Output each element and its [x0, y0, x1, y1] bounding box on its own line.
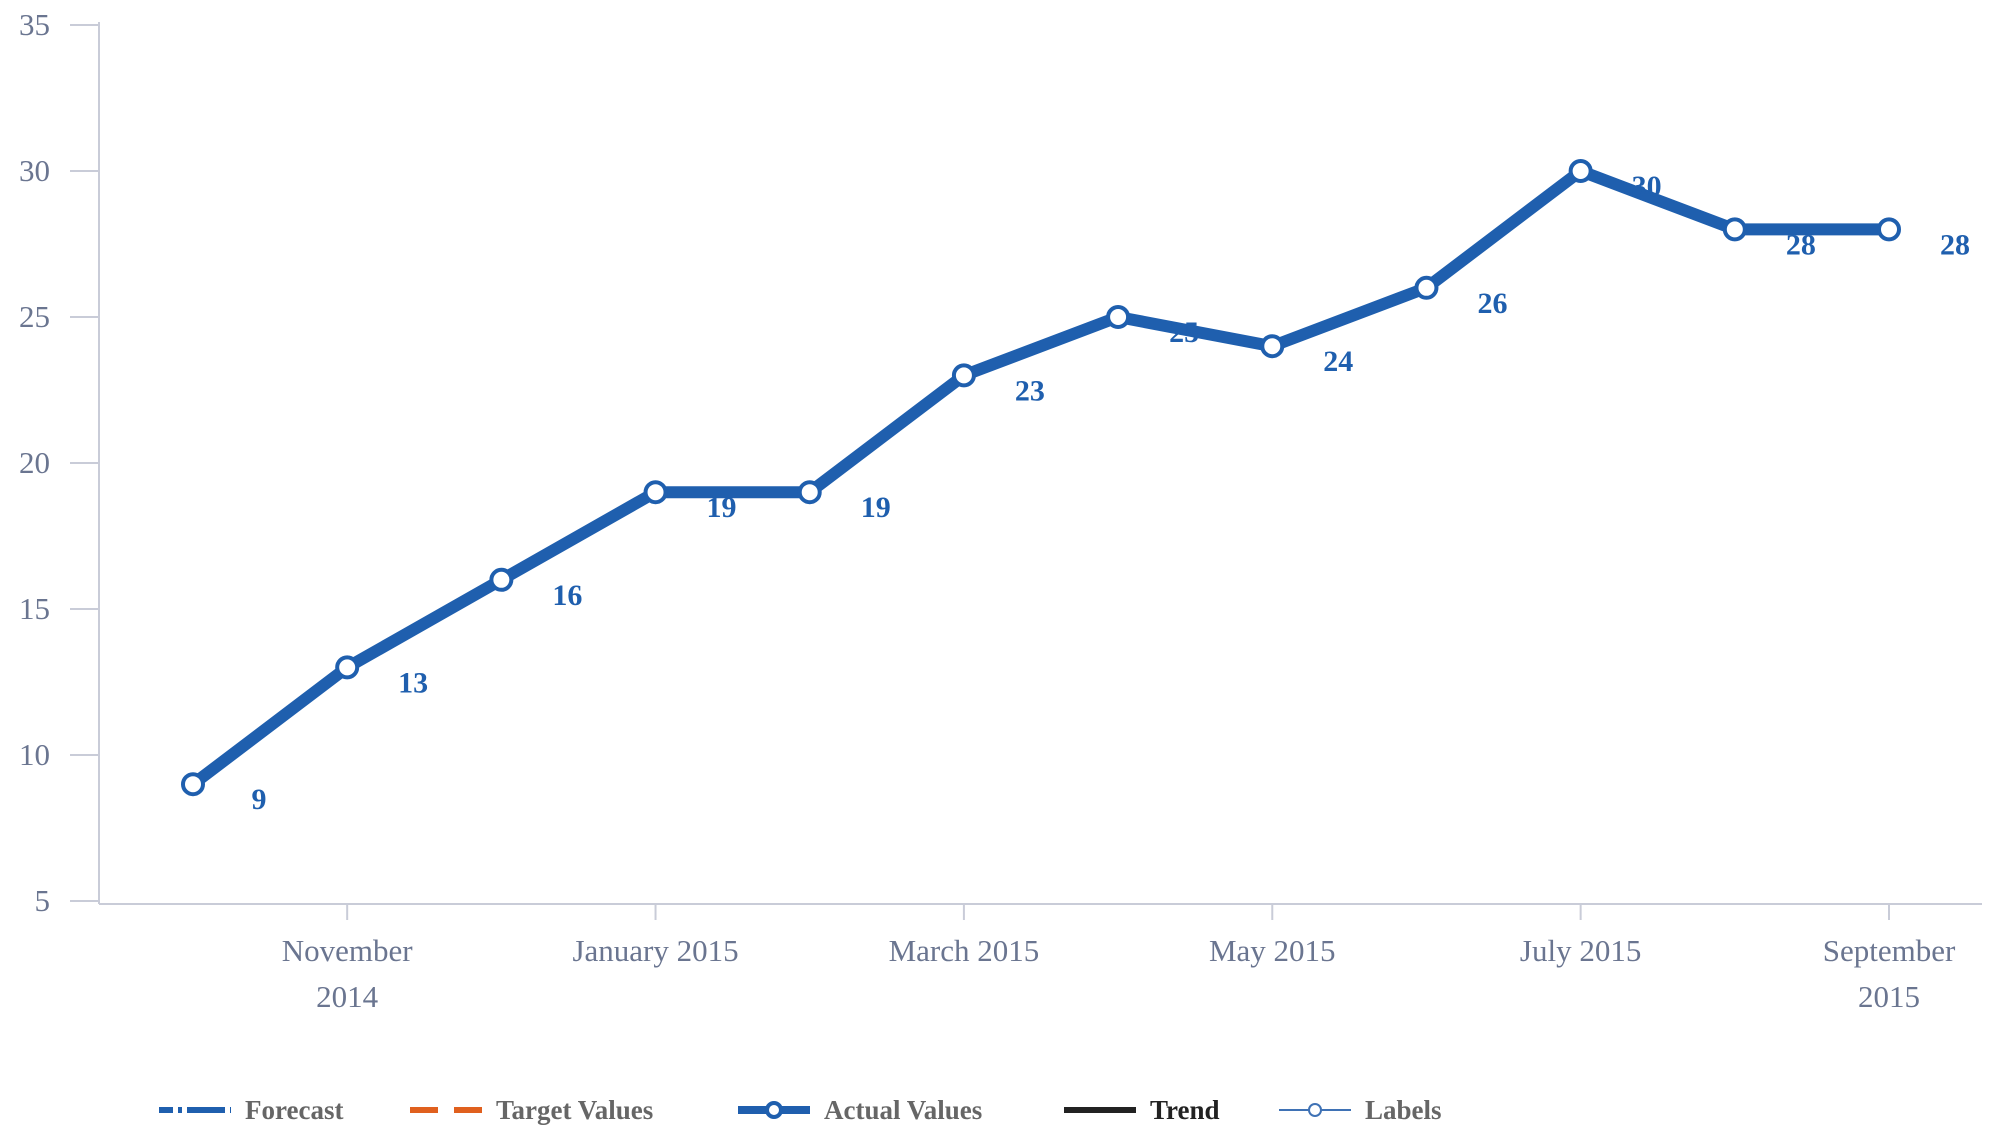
x-tick-label-box: July 2015 [1519, 933, 1642, 968]
y-tick-label: 5 [35, 883, 51, 918]
data-point [1877, 217, 1901, 242]
data-label: 16 [552, 579, 582, 612]
legend-label: Labels [1365, 1095, 1442, 1125]
y-tick-label: 20 [19, 445, 50, 480]
data-label: 30 [1632, 170, 1662, 203]
data-point [335, 655, 360, 680]
legend-marker [765, 1101, 783, 1119]
legend-label: Target Values [496, 1095, 653, 1125]
data-point [1414, 275, 1439, 300]
legend-label: Trend [1150, 1095, 1220, 1125]
data-label: 28 [1786, 228, 1816, 261]
data-label: 19 [861, 491, 891, 524]
y-tick-label: 15 [19, 591, 50, 626]
y-tick-label: 35 [19, 7, 50, 42]
data-point [797, 480, 822, 505]
data-label: 13 [398, 666, 428, 699]
y-tick-label: 10 [19, 737, 50, 772]
y-tick-label: 25 [19, 299, 50, 334]
legend-marker [1308, 1103, 1322, 1117]
x-tick-label: May 2015 [1208, 933, 1336, 968]
x-tick-label: July 2015 [1519, 933, 1642, 968]
series-line [189, 165, 1889, 789]
data-point [951, 363, 976, 388]
data-point [1260, 334, 1285, 359]
data-label: 23 [1015, 374, 1045, 407]
x-tick-label-box: January 2015 [572, 933, 739, 968]
x-tick-label-box: November 2014 [281, 933, 413, 1014]
data-label: 9 [252, 783, 267, 816]
legend-label: Forecast [245, 1095, 343, 1125]
x-tick-label: September 2015 [1822, 933, 1956, 1014]
data-label: 24 [1323, 345, 1353, 378]
data-label: 19 [707, 491, 737, 524]
x-tick-label-box: March 2015 [888, 933, 1040, 968]
x-tick-label-box: September 2015 [1822, 933, 1956, 1014]
data-point [181, 772, 205, 797]
data-label: 25 [1169, 316, 1199, 349]
x-tick-label-box: May 2015 [1208, 933, 1336, 968]
data-point [1106, 305, 1131, 329]
data-label: 26 [1477, 287, 1507, 320]
x-tick-label: November 2014 [281, 933, 413, 1014]
data-point [1568, 159, 1593, 183]
y-tick-label: 30 [19, 153, 50, 188]
data-label: 28 [1940, 228, 1970, 261]
legend-label: Actual Values [824, 1095, 982, 1125]
data-point [489, 567, 514, 592]
x-tick-label: March 2015 [888, 933, 1040, 968]
data-point [1722, 217, 1747, 242]
x-tick-label: January 2015 [572, 933, 739, 968]
data-point [643, 480, 668, 505]
